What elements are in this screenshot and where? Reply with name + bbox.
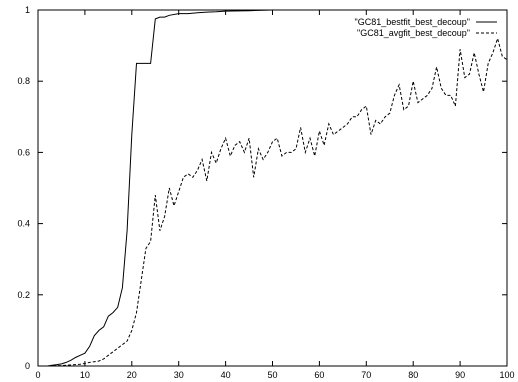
y-tick-label: 0.4 bbox=[17, 219, 30, 229]
series-line-bestfit bbox=[38, 9, 507, 367]
x-tick-label: 100 bbox=[499, 370, 514, 380]
x-tick-label: 0 bbox=[35, 370, 40, 380]
x-tick-label: 50 bbox=[267, 370, 277, 380]
series-line-avgfit bbox=[38, 36, 508, 367]
y-tick-label: 1 bbox=[25, 5, 30, 15]
x-tick-label: 60 bbox=[314, 370, 324, 380]
y-tick-label: 0.8 bbox=[17, 76, 30, 86]
legend-label: "GC81_bestfit_best_decoup" bbox=[355, 17, 470, 27]
y-tick-label: 0.6 bbox=[17, 147, 30, 157]
x-tick-label: 20 bbox=[127, 370, 137, 380]
y-tick-label: 0.2 bbox=[17, 290, 30, 300]
x-tick-label: 40 bbox=[221, 370, 231, 380]
x-tick-label: 70 bbox=[361, 370, 371, 380]
x-tick-label: 10 bbox=[80, 370, 90, 380]
x-tick-label: 90 bbox=[455, 370, 465, 380]
y-tick-label: 0 bbox=[25, 361, 30, 371]
x-tick-label: 80 bbox=[408, 370, 418, 380]
x-tick-label: 30 bbox=[174, 370, 184, 380]
plot-frame bbox=[37, 9, 508, 367]
legend-label: "GC81_avgfit_best_decoup" bbox=[357, 28, 470, 38]
